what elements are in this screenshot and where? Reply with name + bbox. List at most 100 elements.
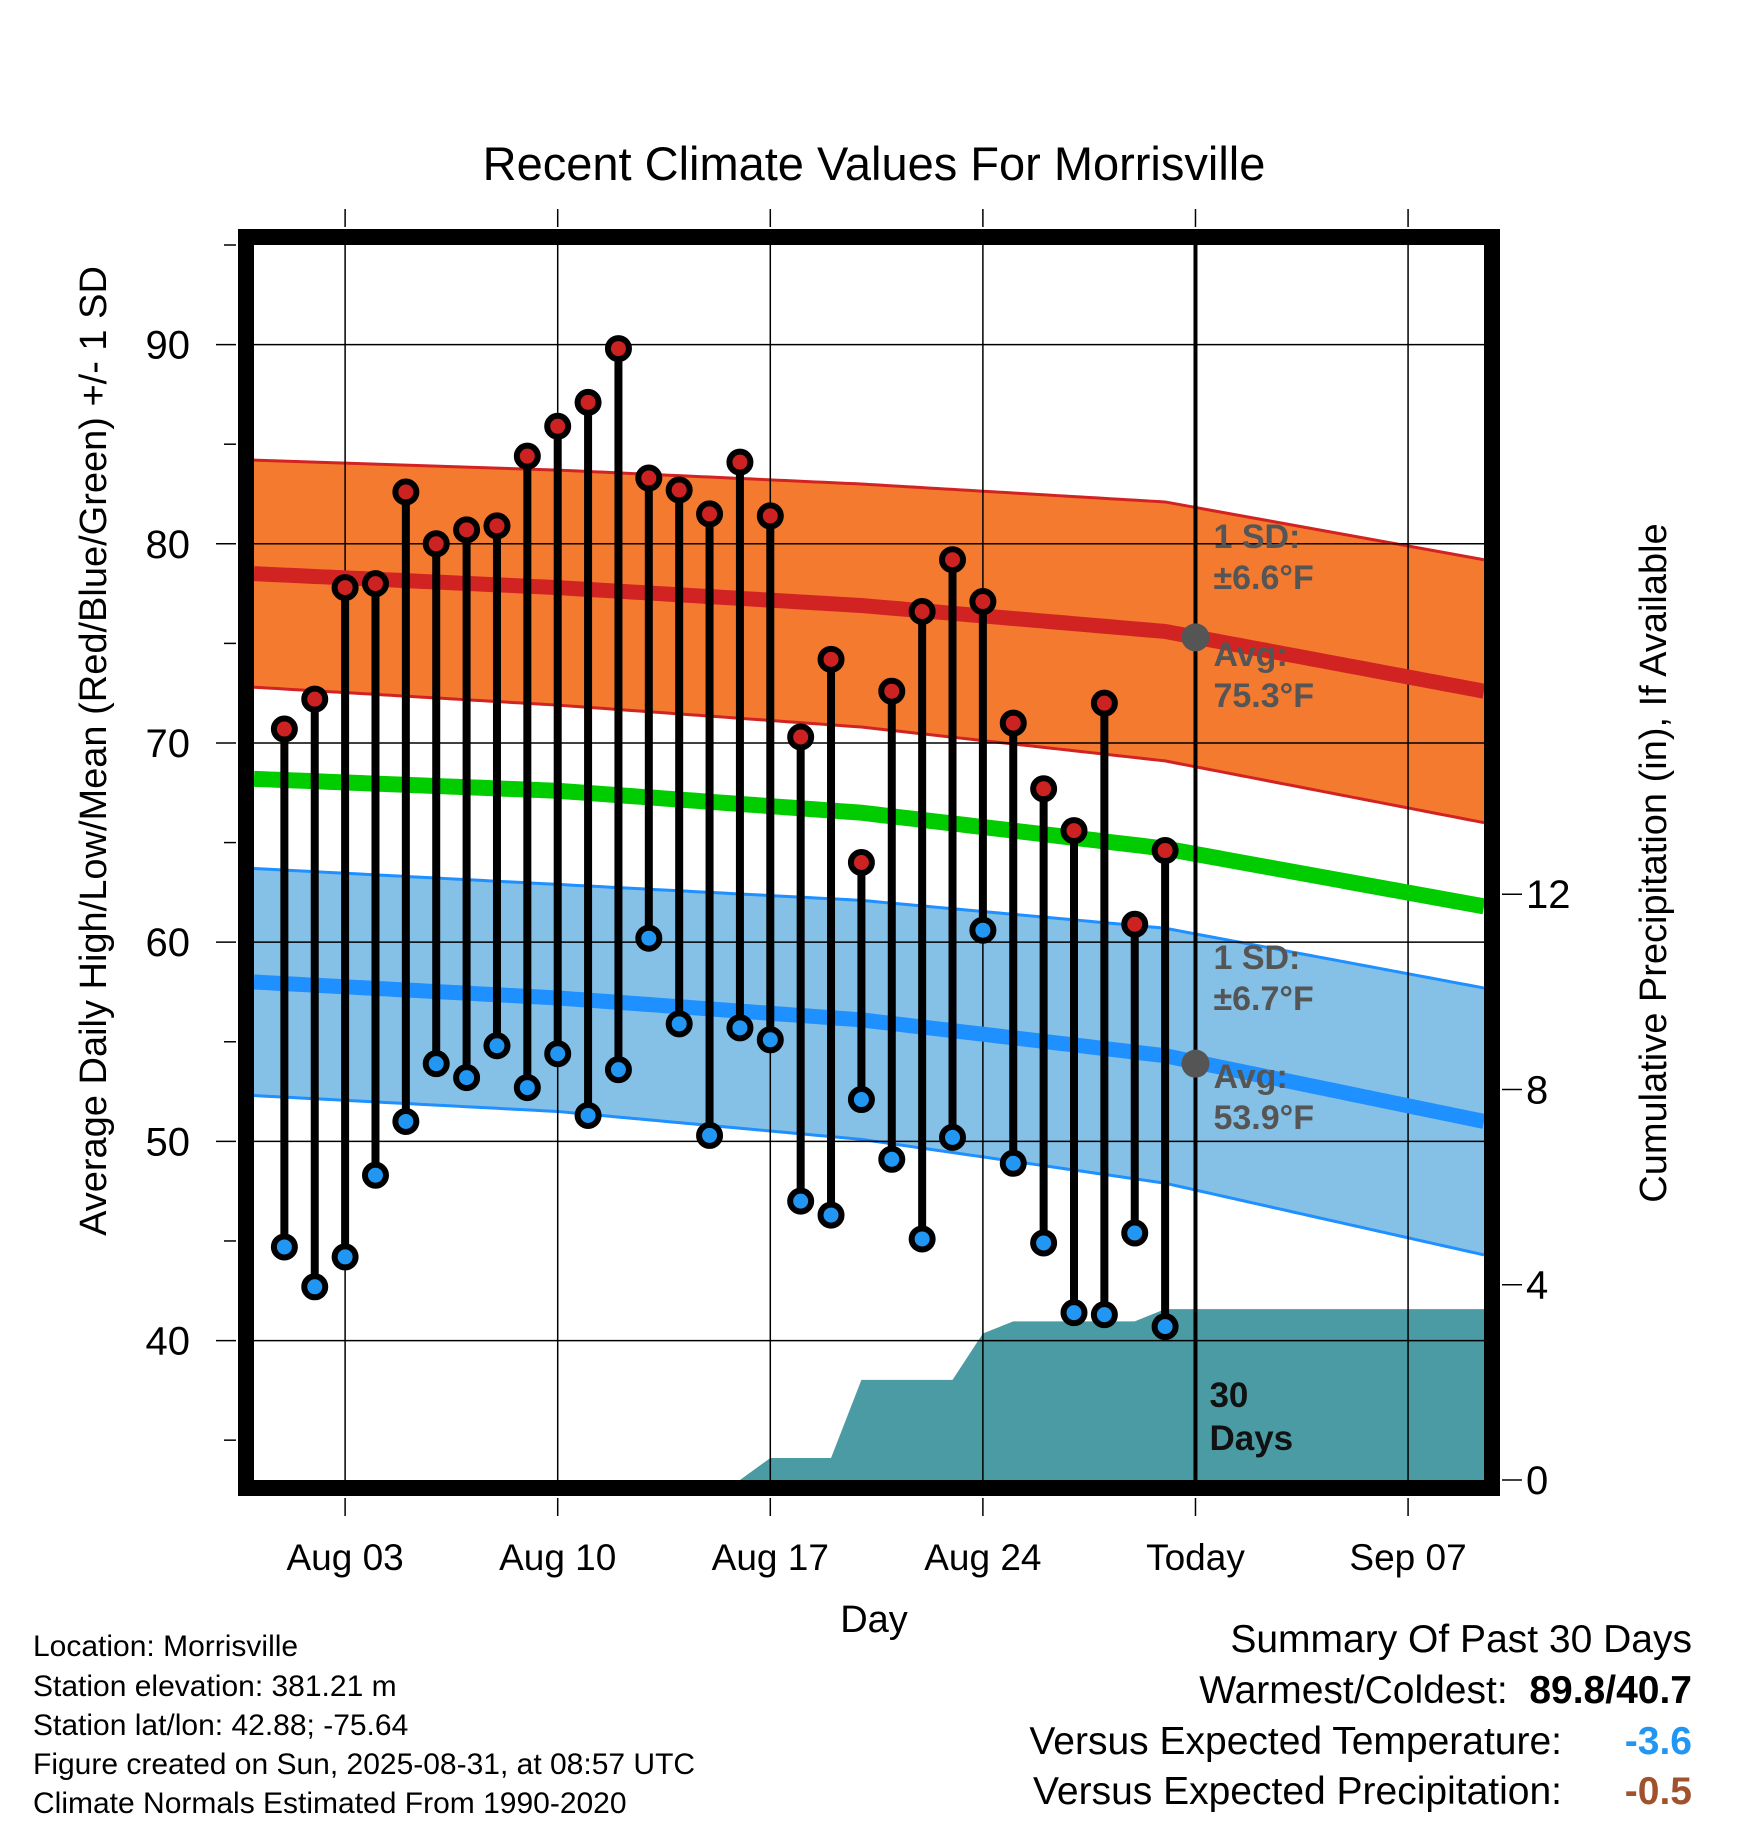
daily-low-point	[939, 1123, 967, 1151]
daily-high-point	[756, 502, 784, 530]
x-tick-label: Aug 10	[499, 1537, 616, 1578]
low-avg-value: 53.9°F	[1213, 1099, 1314, 1137]
normal-high-line	[254, 566, 1484, 699]
x-axis-label: Day	[840, 1599, 908, 1641]
daily-low-point	[270, 1233, 298, 1261]
daily-high-point	[939, 546, 967, 574]
daily-high-point	[1151, 837, 1179, 865]
low-avg-label: Avg:	[1213, 1058, 1287, 1096]
daily-low-point	[392, 1107, 420, 1135]
cumulative-precip-area	[254, 1309, 1484, 1480]
daily-low-point	[787, 1187, 815, 1215]
y-left-tick-label: 60	[146, 921, 191, 965]
daily-low-point	[817, 1201, 845, 1229]
high-avg-today-dot	[1181, 623, 1210, 652]
daily-low-point	[301, 1273, 329, 1301]
summary-temp-value: -3.6	[1624, 1720, 1692, 1763]
daily-high-point	[604, 335, 632, 363]
daily-high-point	[361, 570, 389, 598]
daily-high-point	[513, 442, 541, 470]
daily-low-point	[665, 1010, 693, 1038]
normal-low-line	[254, 974, 1484, 1129]
daily-low-point	[331, 1243, 359, 1271]
footer-location: Location: Morrisville	[33, 1630, 299, 1663]
footer-latlon: Station lat/lon: 42.88; -75.64	[33, 1709, 409, 1742]
high-sd-value: ±6.6°F	[1213, 559, 1313, 597]
footer-elevation: Station elevation: 381.21 m	[33, 1670, 397, 1703]
daily-low-point	[878, 1145, 906, 1173]
y-right-tick-label: 8	[1526, 1068, 1548, 1112]
high-avg-value: 75.3°F	[1213, 677, 1314, 715]
summary-precipitation: Versus Expected Precipitation: -0.5	[1033, 1770, 1692, 1814]
high-sd-label: 1 SD:	[1213, 518, 1300, 556]
daily-high-point	[999, 709, 1027, 737]
summary-temp-label: Versus Expected Temperature:	[1029, 1720, 1562, 1763]
y-left-tick-label: 70	[146, 722, 191, 766]
daily-high-point	[635, 464, 663, 492]
daily-high-point	[270, 715, 298, 743]
daily-high-point	[1060, 817, 1088, 845]
y-axis-left-label: Average Daily High/Low/Mean (Red/Blue/Gr…	[73, 266, 115, 1236]
daily-low-point	[847, 1086, 875, 1114]
daily-low-point	[361, 1161, 389, 1189]
daily-low-point	[969, 916, 997, 944]
x-tick-label: Aug 24	[924, 1537, 1041, 1578]
summary-warm-cold: Warmest/Coldest: 89.8/40.7	[1199, 1669, 1692, 1713]
daily-high-point	[1030, 775, 1058, 803]
daily-low-point	[544, 1040, 572, 1068]
summary-warm-cold-label: Warmest/Coldest:	[1199, 1669, 1508, 1712]
daily-high-point	[301, 685, 329, 713]
daily-low-point	[999, 1149, 1027, 1177]
daily-low-point	[513, 1074, 541, 1102]
low-sd-band-upper-edge	[254, 866, 1484, 990]
daily-low-point	[696, 1121, 724, 1149]
daily-high-point	[726, 448, 754, 476]
y-axis-right-label: Cumulative Precipitation (in), If Availa…	[1633, 523, 1675, 1202]
daily-low-point	[726, 1014, 754, 1042]
high-avg-label: Avg:	[1213, 636, 1287, 674]
y-left-tick-label: 90	[146, 324, 191, 368]
daily-high-point	[422, 530, 450, 558]
daily-high-point	[1090, 689, 1118, 717]
daily-high-point	[969, 588, 997, 616]
daily-high-point	[453, 516, 481, 544]
x-tick-label: Aug 17	[712, 1537, 829, 1578]
daily-low-point	[1151, 1313, 1179, 1341]
daily-low-point	[604, 1056, 632, 1084]
y-left-tick-label: 40	[146, 1320, 191, 1364]
y-left-tick-label: 50	[146, 1120, 191, 1164]
daily-high-point	[787, 723, 815, 751]
daily-low-point	[453, 1064, 481, 1092]
daily-high-point	[908, 598, 936, 626]
daily-low-point	[574, 1101, 602, 1129]
y-right-tick-label: 4	[1526, 1264, 1548, 1308]
summary-cold-value: 40.7	[1616, 1669, 1692, 1712]
summary-precip-label: Versus Expected Precipitation:	[1033, 1770, 1562, 1813]
daily-low-point	[483, 1032, 511, 1060]
low-sd-label: 1 SD:	[1213, 939, 1300, 977]
daily-low-point	[908, 1225, 936, 1253]
daily-high-point	[665, 476, 693, 504]
daily-low-point	[1121, 1219, 1149, 1247]
chart-title: Recent Climate Values For Morrisville	[483, 137, 1266, 190]
daily-high-point	[392, 478, 420, 506]
x-tick-label: Sep 07	[1349, 1537, 1466, 1578]
daily-low-point	[1090, 1301, 1118, 1329]
low-avg-today-dot	[1181, 1049, 1210, 1078]
daily-high-point	[817, 645, 845, 673]
daily-high-point	[544, 412, 572, 440]
plot-frame	[238, 229, 1500, 1496]
summary-slash: /	[1605, 1669, 1617, 1712]
footer-normals: Climate Normals Estimated From 1990-2020	[33, 1787, 627, 1820]
daily-low-point	[756, 1026, 784, 1054]
y-right-tick-label: 12	[1526, 873, 1571, 917]
high-sd-band-lower-edge	[254, 685, 1484, 825]
low-sd-band-lower-edge	[254, 1094, 1484, 1257]
y-left-tick-label: 80	[146, 523, 191, 567]
footer-created: Figure created on Sun, 2025-08-31, at 08…	[33, 1748, 696, 1781]
summary-title: Summary Of Past 30 Days	[1230, 1618, 1692, 1661]
daily-high-point	[331, 574, 359, 602]
daily-high-point	[696, 500, 724, 528]
normal-mean-line	[254, 770, 1484, 915]
